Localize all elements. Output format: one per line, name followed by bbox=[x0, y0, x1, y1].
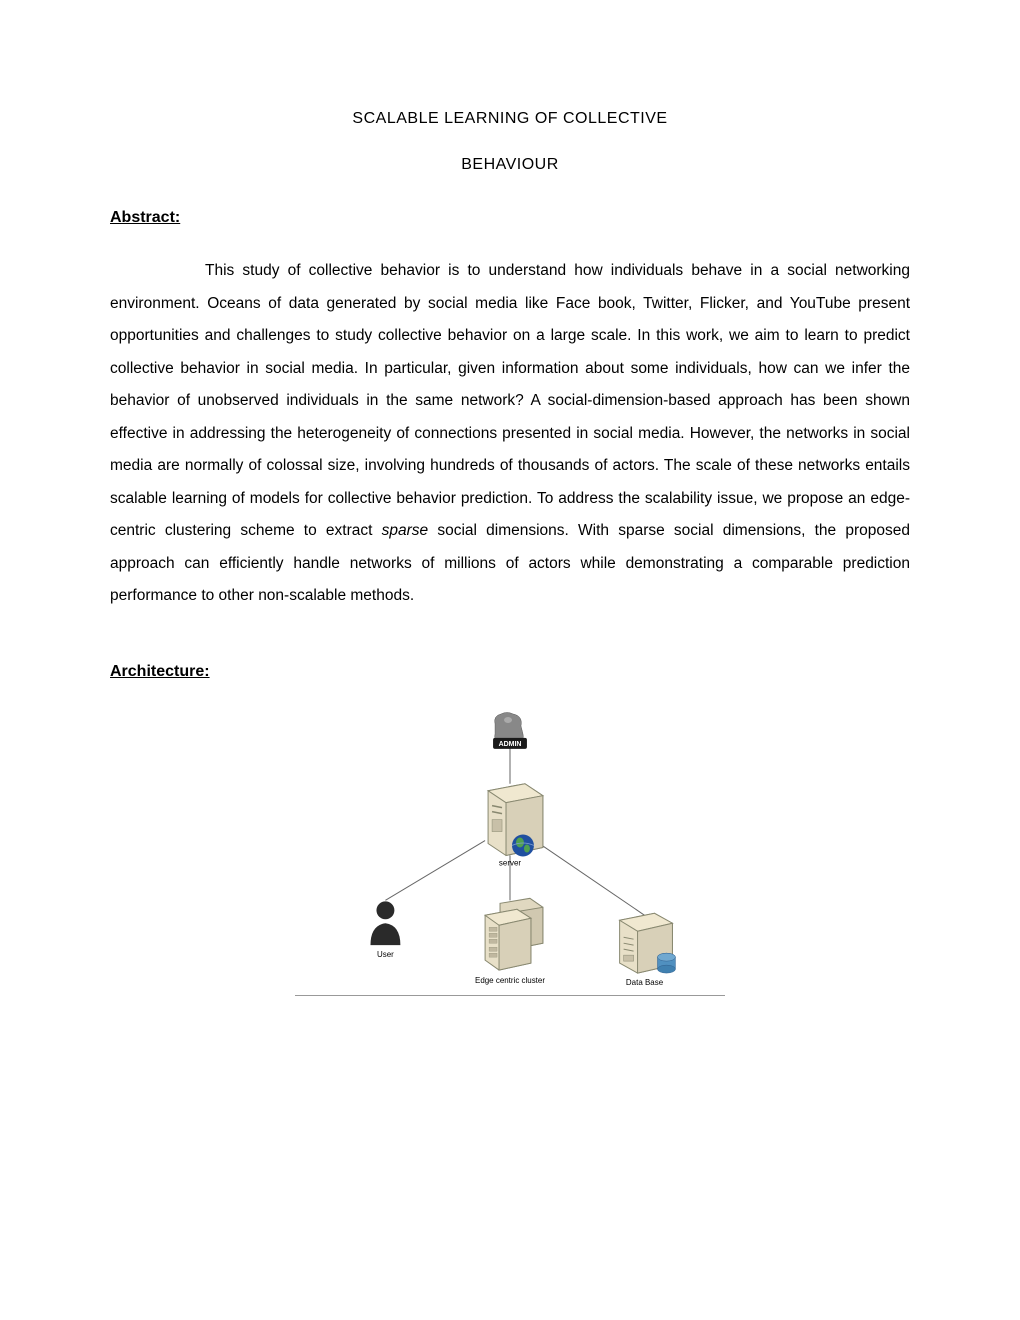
cluster-node: Edge centric cluster bbox=[475, 898, 545, 985]
title-block: SCALABLE LEARNING OF COLLECTIVE BEHAVIOU… bbox=[110, 110, 910, 174]
user-node: User bbox=[370, 901, 400, 959]
edge-server-database bbox=[535, 841, 645, 916]
user-label: User bbox=[377, 950, 394, 959]
abstract-heading: Abstract: bbox=[110, 209, 910, 227]
admin-node: ADMIN bbox=[493, 712, 527, 748]
diagram-svg: ADMIN server User bbox=[295, 706, 725, 995]
admin-label: ADMIN bbox=[499, 741, 522, 748]
architecture-diagram: ADMIN server User bbox=[295, 706, 725, 996]
title-line1: SCALABLE LEARNING OF COLLECTIVE bbox=[110, 110, 910, 128]
cluster-label: Edge centric cluster bbox=[475, 976, 545, 985]
edge-server-user bbox=[385, 841, 485, 901]
database-node: Data Base bbox=[620, 913, 676, 987]
abstract-text-part1: This study of collective behavior is to … bbox=[110, 262, 910, 539]
abstract-paragraph: This study of collective behavior is to … bbox=[110, 255, 910, 613]
server-node: server bbox=[488, 784, 543, 868]
database-label: Data Base bbox=[626, 978, 664, 987]
server-label: server bbox=[499, 858, 521, 867]
architecture-heading: Architecture: bbox=[110, 663, 910, 681]
title-line2: BEHAVIOUR bbox=[110, 156, 910, 174]
abstract-text-italic: sparse bbox=[382, 522, 429, 539]
